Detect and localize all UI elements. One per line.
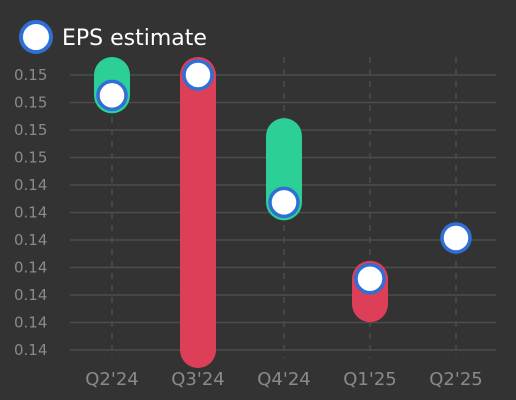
estimate-marker: [96, 79, 128, 112]
estimate-marker: [440, 222, 472, 254]
y-tick-label: 0.14: [14, 176, 47, 194]
y-tick-label: 0.15: [14, 94, 47, 112]
range-bar: [180, 57, 216, 368]
x-tick-label: Q2'25: [429, 369, 482, 390]
estimate-marker: [354, 262, 386, 295]
legend: EPS estimate: [19, 20, 207, 54]
x-tick-label: Q3'24: [171, 369, 224, 390]
estimate-markers: [96, 59, 472, 295]
y-tick-label: 0.15: [14, 149, 47, 167]
y-axis-ticks: 0.15 0.15 0.15 0.15 0.14 0.14 0.14 0.14 0.14 0.14…: [14, 66, 47, 359]
x-tick-label: Q1'25: [343, 369, 396, 390]
x-axis-ticks: Q2'24 Q3'24 Q4'24 Q1'25 Q2'25: [85, 369, 482, 390]
y-tick-label: 0.15: [14, 66, 47, 84]
y-tick-label: 0.14: [14, 314, 47, 332]
estimate-marker: [182, 59, 214, 91]
x-tick-label: Q4'24: [257, 369, 310, 390]
y-tick-label: 0.14: [14, 204, 47, 222]
estimate-marker: [268, 186, 300, 219]
legend-label: EPS estimate: [62, 26, 207, 51]
y-tick-label: 0.14: [14, 341, 47, 359]
y-tick-label: 0.14: [14, 286, 47, 304]
legend-marker: [19, 20, 53, 54]
x-tick-label: Q2'24: [85, 369, 138, 390]
y-tick-label: 0.14: [14, 259, 47, 277]
y-tick-label: 0.14: [14, 231, 47, 249]
y-tick-label: 0.15: [14, 121, 47, 139]
